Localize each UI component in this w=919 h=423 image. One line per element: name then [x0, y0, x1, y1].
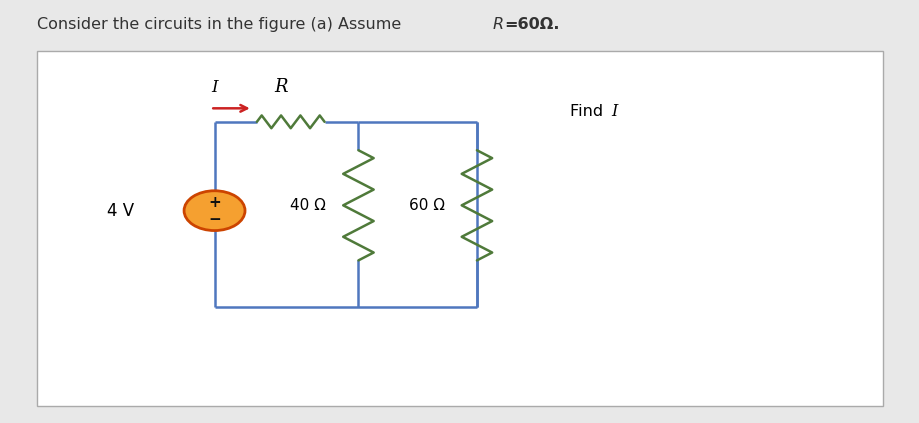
Text: I: I	[211, 79, 218, 96]
Text: −: −	[208, 212, 221, 227]
Ellipse shape	[184, 191, 244, 231]
Text: I: I	[611, 103, 618, 120]
Text: Consider the circuits in the figure (a) Assume: Consider the circuits in the figure (a) …	[37, 17, 405, 32]
Text: 60 Ω: 60 Ω	[408, 198, 444, 213]
Text: +: +	[208, 195, 221, 210]
Text: 4 V: 4 V	[107, 202, 134, 220]
Text: 40 Ω: 40 Ω	[290, 198, 326, 213]
Text: =60Ω.: =60Ω.	[504, 17, 559, 32]
Text: R: R	[274, 78, 287, 96]
Text: R: R	[492, 17, 503, 32]
Text: Find: Find	[570, 104, 607, 119]
